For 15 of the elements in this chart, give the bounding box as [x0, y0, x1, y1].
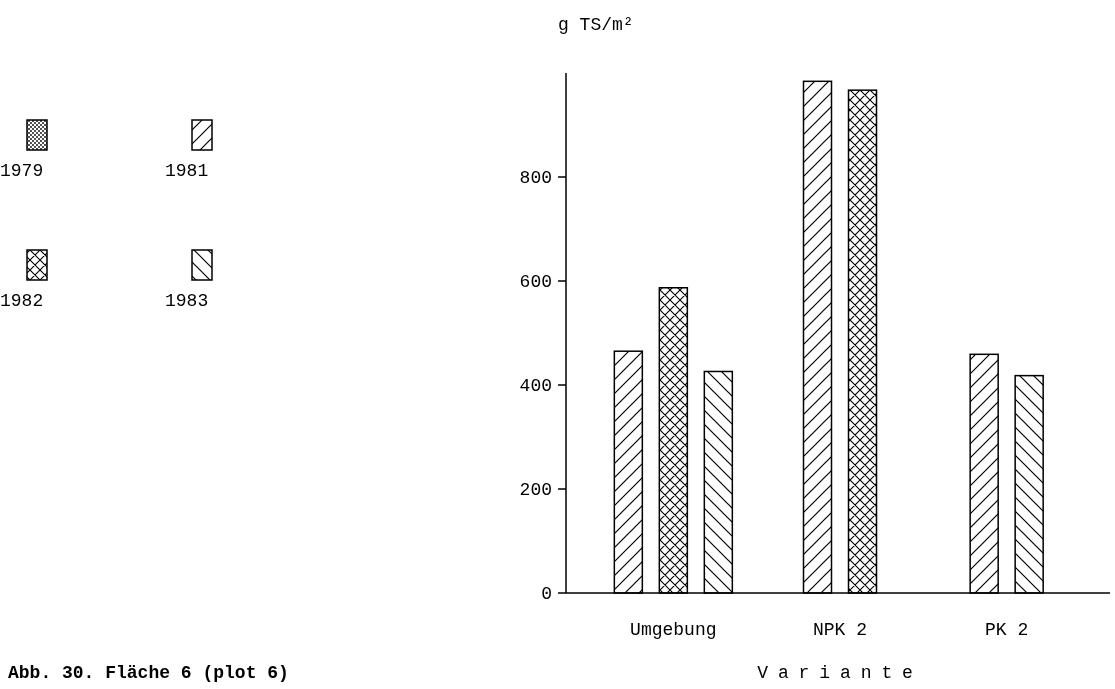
legend-label: 1983 — [165, 291, 209, 311]
legend-label: 1982 — [0, 291, 44, 311]
x-tick-label: Umgebung — [630, 620, 717, 640]
y-tick-label: 600 — [519, 272, 552, 293]
y-tick-label: 800 — [519, 168, 552, 189]
y-tick-label: 200 — [519, 480, 552, 501]
x-tick-label: NPK 2 — [812, 620, 868, 640]
legend-label: 1979 — [0, 161, 44, 181]
y-tick-label: 0 — [541, 584, 552, 605]
x-axis-title: Variante — [757, 663, 923, 683]
y-tick-label: 400 — [519, 376, 552, 397]
x-tick-label: PK 2 — [985, 620, 1029, 640]
caption: Abb. 30. Fläche 6 (plot 6) — [8, 663, 289, 683]
y-axis-title: g TS/m² — [558, 15, 634, 35]
legend-label: 1981 — [165, 161, 209, 181]
